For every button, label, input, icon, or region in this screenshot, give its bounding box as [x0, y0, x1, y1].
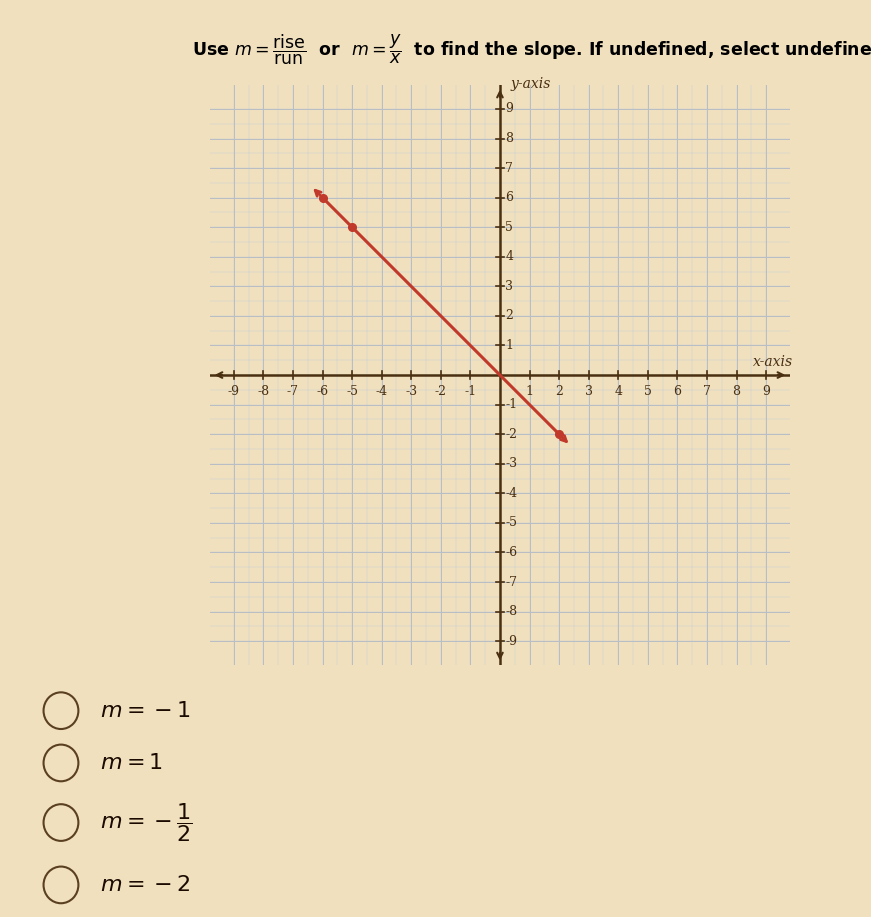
Text: -7: -7 — [287, 384, 299, 397]
Text: 4: 4 — [505, 250, 513, 263]
Text: -3: -3 — [405, 384, 417, 397]
Text: $m = -1$: $m = -1$ — [100, 700, 191, 722]
Text: $m = -\dfrac{1}{2}$: $m = -\dfrac{1}{2}$ — [100, 801, 192, 844]
Text: -5: -5 — [346, 384, 358, 397]
Text: -7: -7 — [505, 576, 517, 589]
Text: 5: 5 — [644, 384, 652, 397]
Text: -4: -4 — [505, 487, 517, 500]
Text: 7: 7 — [505, 161, 513, 174]
Text: 3: 3 — [584, 384, 592, 397]
Text: Use $m = \dfrac{\mathrm{rise}}{\mathrm{run}}$  or  $m = \dfrac{y}{x}$  to find t: Use $m = \dfrac{\mathrm{rise}}{\mathrm{r… — [192, 32, 871, 67]
Text: -4: -4 — [375, 384, 388, 397]
Text: 5: 5 — [505, 221, 513, 234]
Text: -9: -9 — [505, 635, 517, 647]
Text: -8: -8 — [257, 384, 269, 397]
Text: $m = 1$: $m = 1$ — [100, 752, 163, 774]
Text: 8: 8 — [505, 132, 513, 145]
Text: -5: -5 — [505, 516, 517, 529]
Text: -8: -8 — [505, 605, 517, 618]
Text: -6: -6 — [505, 546, 517, 559]
Text: -3: -3 — [505, 458, 517, 470]
Text: -9: -9 — [228, 384, 240, 397]
Text: 7: 7 — [703, 384, 711, 397]
Text: -6: -6 — [316, 384, 328, 397]
Text: -1: -1 — [505, 398, 517, 411]
Text: -2: -2 — [505, 427, 517, 441]
Text: 4: 4 — [614, 384, 622, 397]
Text: $m = -2$: $m = -2$ — [100, 874, 191, 896]
Text: 9: 9 — [762, 384, 770, 397]
Text: 8: 8 — [733, 384, 740, 397]
Text: -2: -2 — [435, 384, 447, 397]
Text: y-axis: y-axis — [510, 77, 550, 91]
Text: x-axis: x-axis — [753, 355, 793, 369]
Text: 9: 9 — [505, 103, 513, 116]
Text: 2: 2 — [555, 384, 563, 397]
Text: 2: 2 — [505, 309, 513, 323]
Text: 1: 1 — [505, 339, 513, 352]
Text: 1: 1 — [525, 384, 534, 397]
Text: 6: 6 — [673, 384, 681, 397]
Text: 3: 3 — [505, 280, 513, 293]
Text: -1: -1 — [464, 384, 476, 397]
Text: 6: 6 — [505, 191, 513, 204]
